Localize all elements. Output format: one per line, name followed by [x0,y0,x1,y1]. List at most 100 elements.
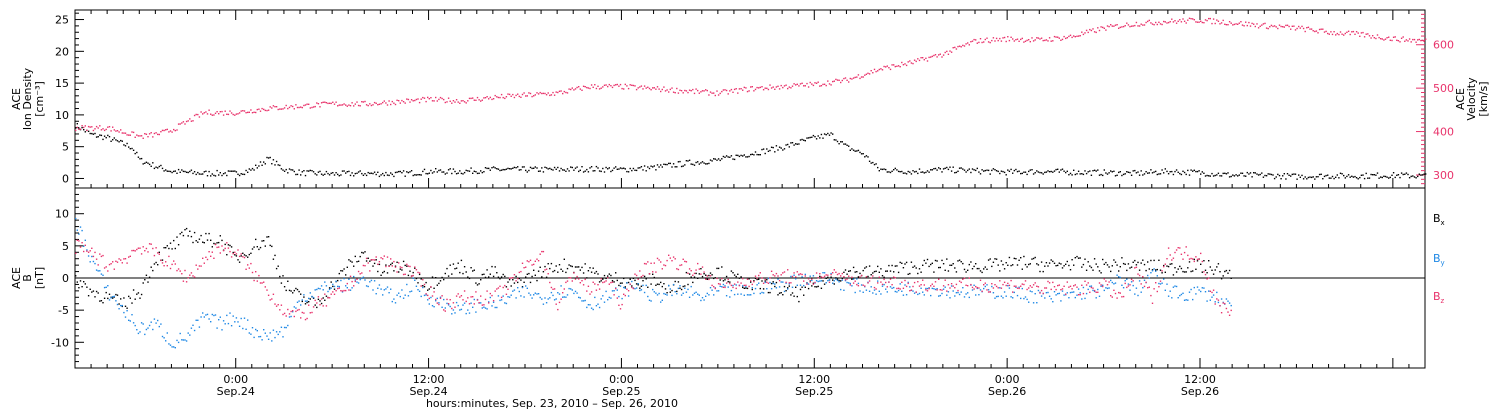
bx-point [179,233,181,235]
velocity-point [1243,25,1245,27]
density-point [777,149,779,151]
bz-point [1138,274,1141,277]
bz-point [1037,286,1040,288]
bx-point [216,242,218,244]
density-point [587,171,590,173]
density-point [1407,173,1409,176]
velocity-point [177,123,180,125]
by-point [1079,292,1081,294]
bx-point [1150,259,1152,262]
by-point [565,296,567,298]
bz-point [799,273,802,275]
bz-point [680,264,683,266]
bz-point [1208,277,1210,279]
velocity-point [332,101,334,103]
by-point [783,290,786,293]
velocity-point [721,90,723,93]
by-point [200,316,202,318]
bz-point [197,268,199,270]
bz-point [327,296,329,299]
bx-point [459,271,461,274]
density-point [332,172,334,174]
bz-point [558,301,561,304]
bz-point [647,261,649,263]
velocity-point [626,85,628,87]
bx-point [206,239,209,241]
density-point [238,174,241,177]
bx-point [108,293,111,295]
bz-point [766,281,768,283]
by-point [292,311,294,313]
bx-point [1024,263,1027,266]
bx-point [1187,267,1189,269]
by-point [721,286,723,288]
bx-point [306,301,308,304]
density-point [684,164,686,166]
by-point [939,294,941,297]
bz-point [1065,293,1067,295]
bz-point [203,262,205,264]
velocity-point [621,87,623,90]
velocity-point [1312,30,1314,32]
velocity-point [422,96,424,99]
velocity-point [1394,36,1396,38]
bz-point [733,283,736,285]
velocity-point [753,90,755,92]
bx-point [1058,262,1060,264]
bx-point [549,267,551,270]
velocity-point [255,111,257,114]
velocity-point [81,125,83,127]
bx-point [147,281,149,283]
bx-point [1118,270,1120,272]
bz-point [181,273,183,275]
velocity-point [553,94,556,96]
by-point [1195,293,1197,295]
velocity-point [894,65,896,68]
velocity-point [968,44,970,46]
density-point [169,170,172,173]
density-point [1415,177,1417,179]
density-point [756,153,758,156]
bz-point [721,277,723,280]
by-point [454,312,456,314]
density-point [889,171,892,174]
bz-point [650,262,652,264]
x-tick-date-label: Sep.26 [988,385,1026,398]
by-point [823,272,826,274]
velocity-point [1225,24,1228,26]
by-point [512,290,514,292]
by-point [607,299,609,301]
top-right-ylabel-1: ACE [1454,88,1467,110]
bx-point [568,264,570,266]
bz-point [345,289,347,292]
by-point [1158,282,1160,285]
density-point [1179,172,1181,175]
bz-point [457,293,459,295]
velocity-point [856,76,858,78]
by-point [1061,290,1064,292]
velocity-point [709,91,712,93]
bz-point [380,257,382,259]
density-point [1071,174,1073,176]
velocity-point [819,85,821,87]
velocity-point [391,100,393,103]
density-point [825,134,827,136]
velocity-point [1082,33,1085,36]
bx-point [745,287,747,289]
by-point [202,312,204,314]
by-point [848,282,850,284]
top-left-ylabel-2: Ion Density [21,67,34,130]
bx-point [300,293,302,295]
velocity-point [173,128,175,131]
velocity-point [1119,26,1121,29]
density-point [727,156,729,158]
bx-point [1005,262,1007,264]
bx-point [1087,261,1089,263]
by-point [211,313,213,316]
velocity-point [1251,22,1253,25]
by-point [1032,302,1035,304]
bz-point [949,287,951,289]
bz-point [1108,281,1110,283]
bx-point [1003,268,1006,270]
bz-point [1036,285,1038,287]
